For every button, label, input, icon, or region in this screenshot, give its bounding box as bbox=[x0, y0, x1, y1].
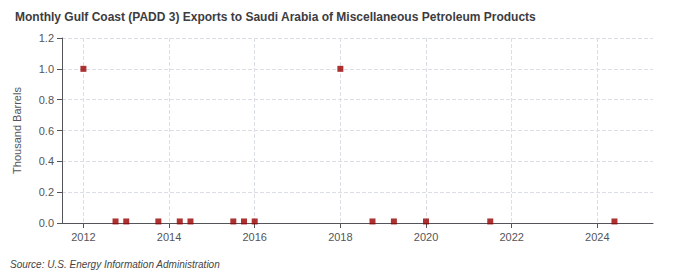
svg-text:1.0: 1.0 bbox=[39, 63, 54, 75]
svg-text:2020: 2020 bbox=[414, 231, 438, 243]
svg-text:Source: U.S. Energy Informatio: Source: U.S. Energy Information Administ… bbox=[10, 259, 220, 270]
svg-text:0.8: 0.8 bbox=[39, 94, 54, 106]
svg-text:Thousand Barrels: Thousand Barrels bbox=[11, 87, 23, 174]
svg-text:0.0: 0.0 bbox=[39, 217, 54, 229]
svg-text:2022: 2022 bbox=[499, 231, 523, 243]
svg-text:2012: 2012 bbox=[71, 231, 95, 243]
svg-text:1.2: 1.2 bbox=[39, 32, 54, 44]
svg-text:Monthly Gulf Coast (PADD 3) Ex: Monthly Gulf Coast (PADD 3) Exports to S… bbox=[15, 10, 536, 24]
svg-text:0.6: 0.6 bbox=[39, 125, 54, 137]
svg-text:0.4: 0.4 bbox=[39, 155, 54, 167]
svg-text:2016: 2016 bbox=[242, 231, 266, 243]
svg-text:2018: 2018 bbox=[328, 231, 352, 243]
svg-text:2014: 2014 bbox=[157, 231, 181, 243]
svg-text:0.2: 0.2 bbox=[39, 186, 54, 198]
svg-text:2024: 2024 bbox=[585, 231, 609, 243]
